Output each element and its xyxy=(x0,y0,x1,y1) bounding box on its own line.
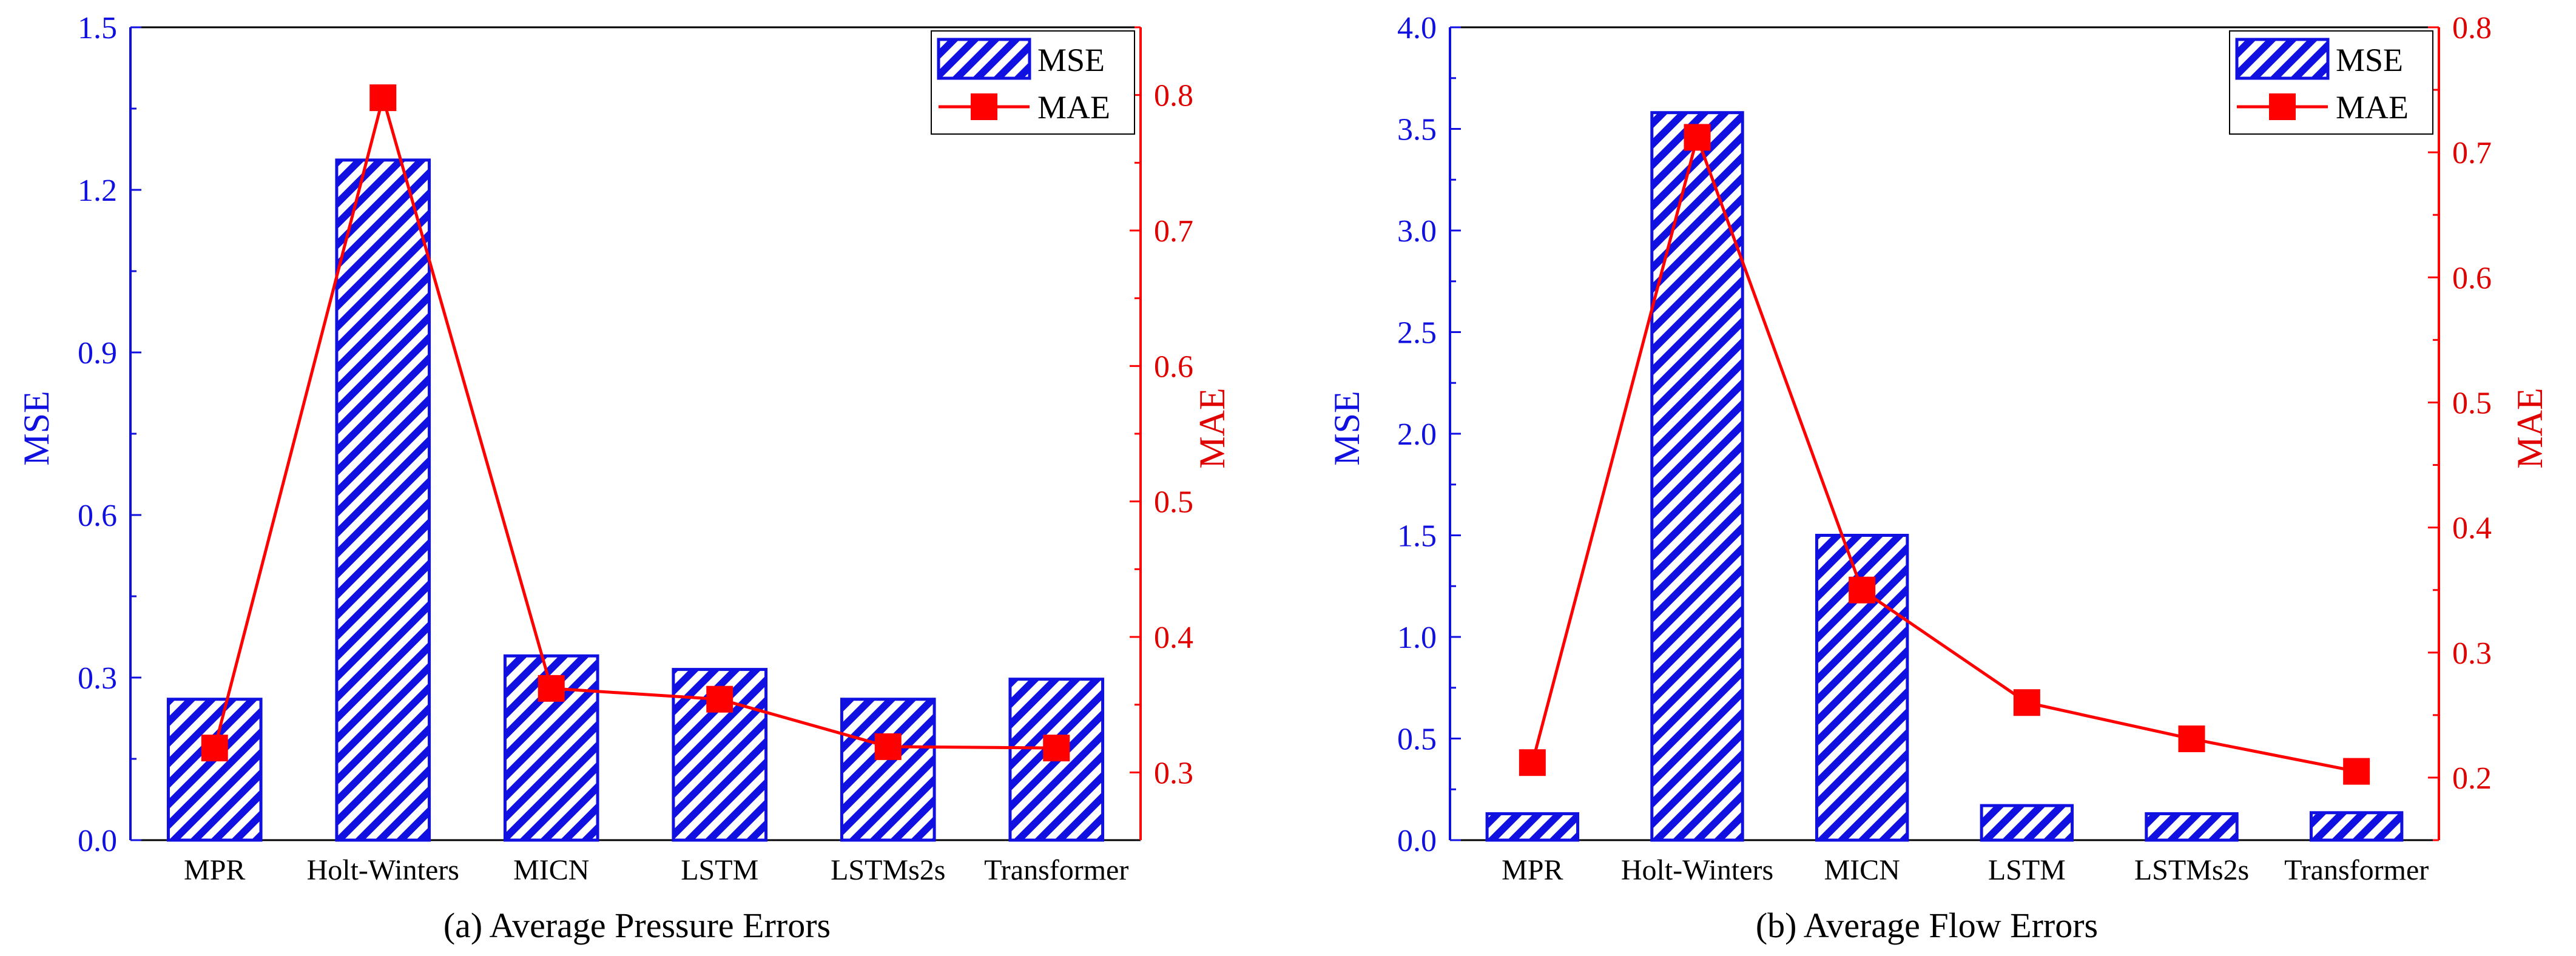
y-axis-label-left: MSE xyxy=(1327,391,1367,465)
y-tick-label-left: 0.0 xyxy=(78,824,117,858)
mae-line xyxy=(213,92,1057,750)
mse-bar xyxy=(1980,804,2074,842)
x-tick-label: LSTM xyxy=(681,854,758,886)
legend-mse-label: MSE xyxy=(2336,42,2403,78)
mae-marker xyxy=(1684,124,1711,151)
y-tick-label-left: 0.5 xyxy=(1397,722,1437,757)
x-tick-label: LSTM xyxy=(1988,854,2066,886)
legend-mse-swatch xyxy=(2235,38,2330,80)
mae-marker xyxy=(2178,725,2205,753)
chart-caption: (b) Average Flow Errors xyxy=(1756,906,2098,945)
mae-marker xyxy=(369,84,397,112)
mae-marker xyxy=(2013,689,2040,716)
y-tick-label-right: 0.4 xyxy=(1154,621,1193,655)
y-tick-label-left: 0.9 xyxy=(78,336,117,371)
mae-marker xyxy=(1519,749,1546,776)
chart-caption: (a) Average Pressure Errors xyxy=(443,906,831,945)
y-tick-label-right: 0.3 xyxy=(1154,756,1193,790)
legend-mae-marker xyxy=(971,93,997,120)
mse-bar xyxy=(1485,812,1580,842)
y-tick-label-right: 0.7 xyxy=(2452,136,2492,170)
legend-mae-label: MAE xyxy=(2336,89,2409,126)
y-tick-label-right: 0.8 xyxy=(2452,11,2492,45)
mse-bar xyxy=(335,158,431,842)
y-tick-label-left: 1.0 xyxy=(1397,621,1437,655)
y-tick-label-right: 0.7 xyxy=(1154,214,1193,249)
y-tick-label-right: 0.4 xyxy=(2452,511,2492,546)
x-tick-label: Transformer xyxy=(984,854,1128,886)
y-tick-label-left: 1.2 xyxy=(78,173,117,208)
x-tick-label: MICN xyxy=(513,854,589,886)
y-tick-label-left: 3.5 xyxy=(1397,113,1437,147)
pressure-errors-chart: MSE MAE (a) Average Pressure Errors 0.0 0… xyxy=(16,11,1232,945)
y-tick-label-left: 0.0 xyxy=(1397,824,1437,858)
x-tick-label: Holt-Winters xyxy=(307,854,459,886)
y-tick-label-right: 0.6 xyxy=(1154,349,1193,384)
y-tick-label-left: 1.5 xyxy=(78,11,117,45)
y-tick-label-left: 0.6 xyxy=(78,499,117,533)
x-tick-label: LSTMs2s xyxy=(831,854,945,886)
legend-mse-label: MSE xyxy=(1037,42,1105,78)
mae-marker xyxy=(706,685,733,713)
x-tick-label: MICN xyxy=(1824,854,1900,886)
y-axis-label-right: MAE xyxy=(2510,388,2550,468)
mse-bar xyxy=(1650,111,1744,842)
y-axis-label-right: MAE xyxy=(1192,388,1232,468)
y-tick-label-left: 1.5 xyxy=(1397,519,1437,554)
y-tick-label-left: 3.0 xyxy=(1397,214,1437,249)
y-tick-label-right: 0.2 xyxy=(2452,761,2492,796)
mse-bar xyxy=(2309,811,2404,842)
mae-marker xyxy=(2343,758,2370,785)
y-tick-label-right: 0.6 xyxy=(2452,261,2492,295)
mae-marker xyxy=(874,733,902,760)
mse-bar xyxy=(2145,812,2239,842)
legend-mae-marker xyxy=(2269,93,2296,120)
x-tick-label: MPR xyxy=(1502,854,1563,886)
mae-marker xyxy=(201,735,228,762)
mae-marker xyxy=(1043,735,1070,762)
y-tick-label-left: 2.0 xyxy=(1397,417,1437,452)
y-tick-label-left: 2.5 xyxy=(1397,316,1437,351)
y-tick-label-right: 0.8 xyxy=(1154,79,1193,113)
x-tick-label: MPR xyxy=(184,854,245,886)
flow-errors-chart: MSE MAE (b) Average Flow Errors 0.0 0.5 1.… xyxy=(1327,11,2550,945)
mse-bar xyxy=(840,698,936,842)
x-tick-label: Transformer xyxy=(2284,854,2429,886)
mae-line xyxy=(1531,132,2357,773)
y-tick-label-left: 0.3 xyxy=(78,661,117,696)
mae-marker xyxy=(1849,576,1876,604)
x-tick-label: LSTMs2s xyxy=(2134,854,2249,886)
legend-mse-swatch xyxy=(937,38,1031,80)
mae-marker xyxy=(538,675,565,702)
x-tick-label: Holt-Winters xyxy=(1621,854,1773,886)
legend-mae-label: MAE xyxy=(1037,89,1110,126)
y-tick-label-right: 0.3 xyxy=(2452,636,2492,671)
mse-bar xyxy=(166,698,263,842)
y-axis-label-left: MSE xyxy=(16,391,56,465)
y-tick-label-right: 0.5 xyxy=(1154,485,1193,520)
y-tick-label-right: 0.5 xyxy=(2452,386,2492,420)
y-tick-label-left: 4.0 xyxy=(1397,11,1437,45)
